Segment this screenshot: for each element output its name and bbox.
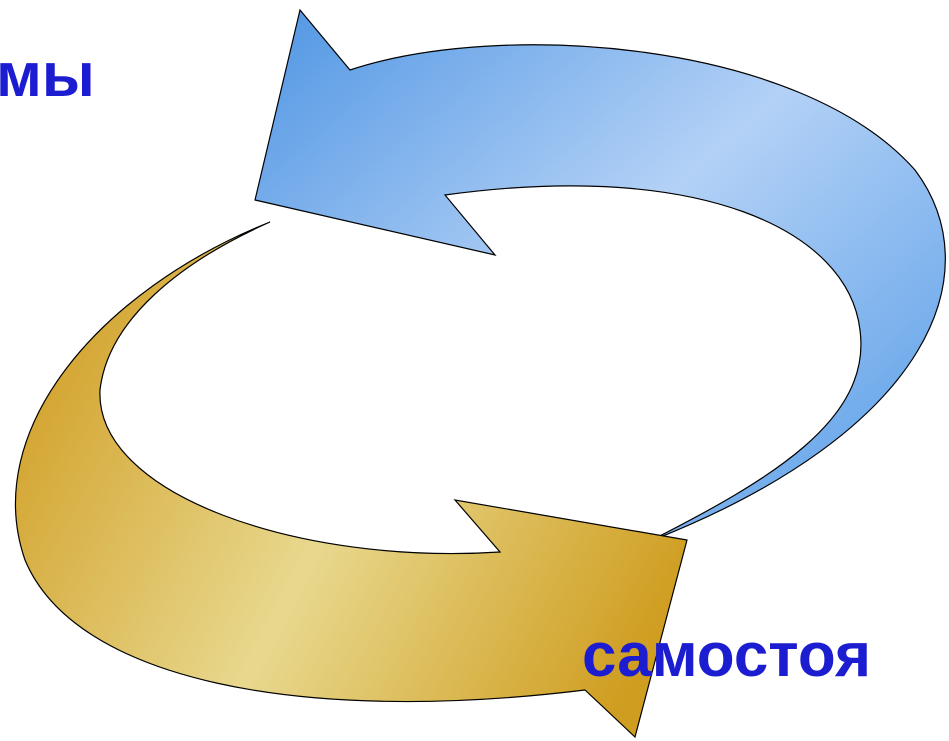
page: мы самостоя (() => { const data = JSON.p… [0, 0, 949, 741]
cycle-diagram: мы самостоя [0, 0, 949, 741]
bottom-label: самостоя [582, 621, 871, 690]
top-label: мы [0, 41, 95, 110]
blue-arrow [255, 10, 945, 542]
